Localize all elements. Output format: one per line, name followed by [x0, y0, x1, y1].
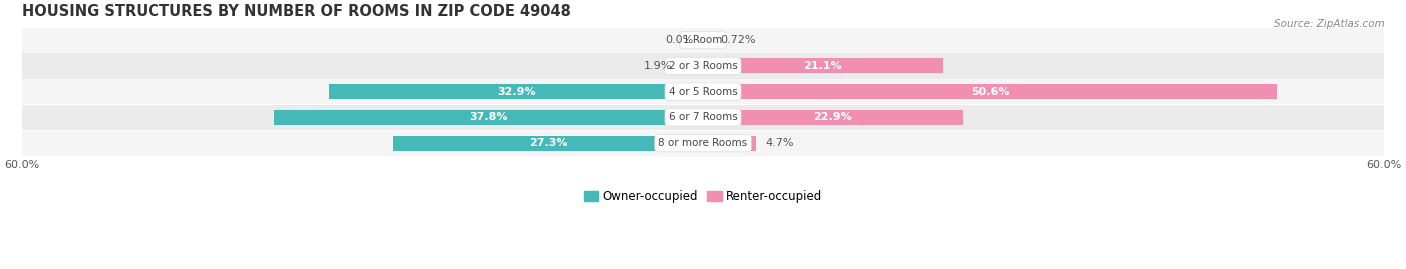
Text: HOUSING STRUCTURES BY NUMBER OF ROOMS IN ZIP CODE 49048: HOUSING STRUCTURES BY NUMBER OF ROOMS IN… [21, 4, 571, 19]
Text: 1 Room: 1 Room [683, 35, 723, 45]
Bar [21, 79, 1385, 104]
Text: 6 or 7 Rooms: 6 or 7 Rooms [669, 112, 737, 122]
Text: 4.7%: 4.7% [765, 138, 794, 148]
Bar [703, 58, 942, 73]
Bar [329, 84, 703, 99]
Bar [682, 58, 703, 73]
Text: 37.8%: 37.8% [470, 112, 508, 122]
Text: 50.6%: 50.6% [972, 87, 1010, 97]
Bar [21, 130, 1385, 156]
Bar [21, 53, 1385, 79]
Text: Source: ZipAtlas.com: Source: ZipAtlas.com [1274, 19, 1385, 29]
Text: 32.9%: 32.9% [496, 87, 536, 97]
Bar [703, 136, 756, 151]
Bar [274, 110, 703, 125]
Bar [394, 136, 703, 151]
Text: 8 or more Rooms: 8 or more Rooms [658, 138, 748, 148]
Text: 1.9%: 1.9% [644, 61, 672, 71]
Text: 22.9%: 22.9% [814, 112, 852, 122]
Text: 0.0%: 0.0% [665, 35, 695, 45]
Bar [21, 27, 1385, 53]
Bar [703, 33, 711, 48]
Text: 0.72%: 0.72% [720, 35, 756, 45]
Legend: Owner-occupied, Renter-occupied: Owner-occupied, Renter-occupied [579, 186, 827, 208]
Text: 4 or 5 Rooms: 4 or 5 Rooms [669, 87, 737, 97]
Bar [703, 110, 963, 125]
Bar [21, 105, 1385, 130]
Bar [703, 84, 1278, 99]
Text: 2 or 3 Rooms: 2 or 3 Rooms [669, 61, 737, 71]
Text: 21.1%: 21.1% [803, 61, 842, 71]
Text: 27.3%: 27.3% [529, 138, 567, 148]
